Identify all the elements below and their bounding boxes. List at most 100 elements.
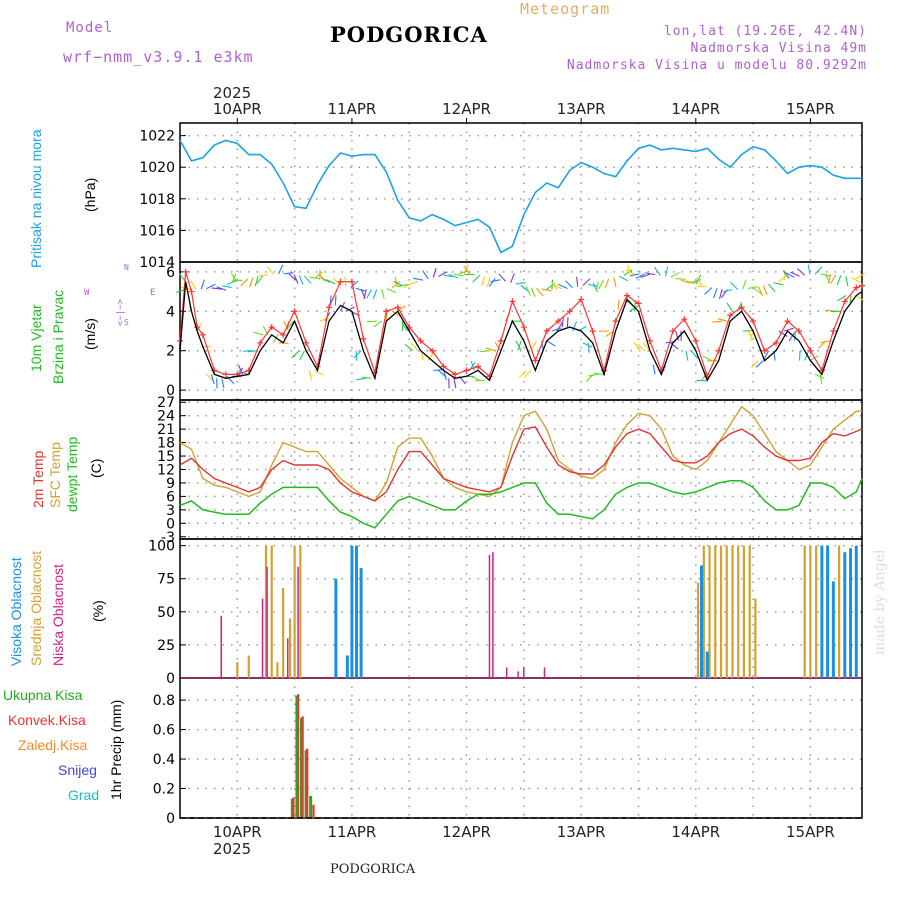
day-label-bottom: 15APR (786, 823, 835, 841)
wind-arrow (605, 330, 615, 338)
day-label-bottom: 12APR (442, 823, 491, 841)
wind-arrow (783, 269, 786, 280)
wind-arrow (373, 320, 383, 328)
wind-arrow (319, 317, 330, 322)
wind-arrow (652, 364, 656, 375)
mid-cloud-bar (754, 598, 757, 678)
mid-cloud-bar (299, 545, 302, 678)
conv-rain-bar (296, 694, 300, 818)
gust-marker (543, 328, 550, 334)
wind-arrow (551, 279, 554, 290)
station-title: PODGORICA (330, 22, 488, 47)
gust-marker (463, 367, 470, 374)
high-cloud-bar (359, 568, 363, 678)
temperature-ytick-label: 3 (166, 503, 175, 519)
wind-arrow (685, 280, 696, 284)
gust-marker (589, 328, 596, 334)
wind-arrow (778, 275, 788, 282)
mid-cloud-bar (288, 618, 292, 678)
low-cloud-bar (543, 667, 546, 678)
day-label-top: 11APR (328, 100, 377, 118)
wind-arrow (397, 283, 408, 288)
total-rain-bar (304, 750, 308, 818)
mid-cloud-bar (714, 545, 717, 678)
total-rain-bar (299, 717, 303, 818)
wind-arrow (752, 287, 762, 295)
product-title: Meteogram (520, 0, 611, 18)
wind-arrow (481, 275, 486, 286)
wind-arrow (517, 340, 522, 351)
wind-arrow (486, 277, 491, 288)
gust-marker (394, 304, 401, 311)
gust-marker (681, 316, 688, 323)
wind-arrow (448, 274, 459, 279)
wind-arrow (408, 281, 419, 286)
mid-cloud-bar (748, 545, 751, 678)
gust-marker (841, 298, 848, 305)
wind-arrow (757, 286, 764, 296)
wind-arrow (490, 279, 501, 283)
mid-cloud-bar (708, 545, 711, 678)
wind-arrow (525, 286, 531, 296)
wind-arrow (625, 269, 635, 275)
wind-arrow (394, 276, 398, 287)
wind-arrow (249, 277, 254, 288)
conv-rain-bar (306, 748, 309, 818)
wind-arrow (361, 376, 372, 379)
wind-arrow (617, 299, 620, 310)
precip-frame (179, 677, 863, 819)
temperature-ytick-label: -3 (161, 530, 175, 546)
wind-arrow (804, 351, 809, 361)
wind-arrow (773, 282, 784, 286)
wind-arrow (814, 266, 823, 275)
wind-arrow (190, 280, 197, 290)
wind-arrow (782, 270, 790, 279)
day-label-top: 12APR (442, 100, 491, 118)
wind-arrow (472, 274, 481, 283)
wind-arrow (427, 352, 435, 361)
legend-conv-rain: Konvek.Kisa (8, 712, 86, 728)
wind-arrow (675, 330, 680, 341)
gust-marker (509, 298, 516, 305)
wind-arrow (286, 320, 295, 329)
wind-arrow (627, 264, 630, 275)
gust-marker (773, 339, 780, 346)
total-rain-bar (290, 798, 294, 818)
wind-arrow (836, 275, 842, 285)
wind-arrow (565, 280, 573, 289)
gust-marker (555, 318, 562, 325)
wind-arrow (553, 284, 563, 290)
wind-arrow (719, 288, 723, 299)
wind-arrow (206, 283, 216, 290)
wind-arrow (587, 283, 598, 288)
gust-line (179, 271, 863, 378)
low-cloud-bar (488, 554, 491, 678)
wind-arrow (783, 327, 794, 332)
gust-marker (750, 318, 757, 325)
wind-arrow (518, 370, 527, 379)
mid-cloud-bar (815, 545, 818, 678)
mid-cloud-bar (293, 545, 296, 678)
gust-marker (452, 371, 459, 378)
wind-arrow (226, 280, 237, 286)
gust-marker (417, 337, 424, 344)
wind-arrow (750, 360, 759, 369)
wind-arrow (855, 272, 865, 280)
day-label-top: 15APR (786, 100, 835, 118)
wind-arrow (536, 288, 544, 297)
conv-rain-bar (301, 716, 304, 818)
wind-arrow (242, 350, 253, 352)
high-cloud-bar (820, 545, 824, 678)
gust-marker (761, 347, 768, 354)
wind-arrow (515, 282, 526, 285)
gust-marker (222, 371, 229, 378)
gust-marker (199, 331, 206, 338)
wind-arrow (850, 276, 861, 283)
high-cloud-bar (843, 552, 847, 678)
wind-arrow (353, 350, 362, 359)
wind-arrow (546, 340, 556, 347)
pressure-ytick-label: 1018 (139, 192, 175, 208)
wind-arrow (541, 288, 552, 292)
wind-arrow (413, 277, 424, 281)
wind-arrow (240, 278, 249, 287)
